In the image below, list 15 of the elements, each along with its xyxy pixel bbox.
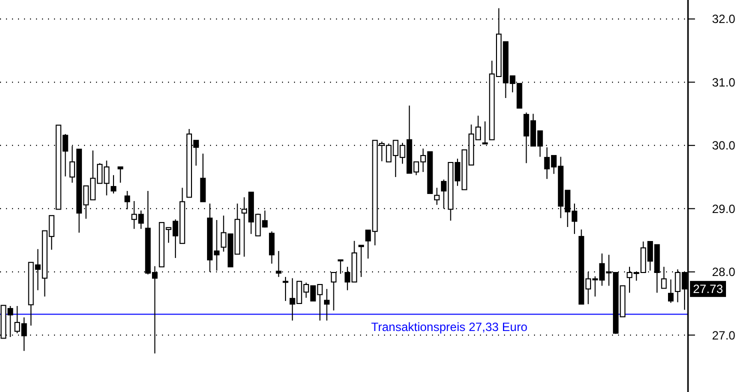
y-tick-label: 32.0 — [712, 12, 736, 26]
candlestick — [668, 278, 674, 304]
candlestick — [118, 166, 124, 184]
candlestick — [268, 230, 275, 264]
candlestick — [110, 174, 116, 194]
y-tick-label: 30.0 — [712, 138, 736, 153]
y-tick-label: 27.0 — [712, 328, 736, 342]
candlestick — [324, 288, 330, 322]
y-tick-label: 31.0 — [712, 75, 736, 90]
candlestick — [282, 276, 288, 302]
ref-line-label: Transaktionspreis 27,33 Euro — [371, 320, 528, 334]
y-tick-label: 29.0 — [712, 202, 736, 216]
annotation: 27.73 — [692, 282, 724, 296]
candlestick — [434, 187, 440, 206]
y-tick-label: 28.0 — [712, 265, 736, 280]
